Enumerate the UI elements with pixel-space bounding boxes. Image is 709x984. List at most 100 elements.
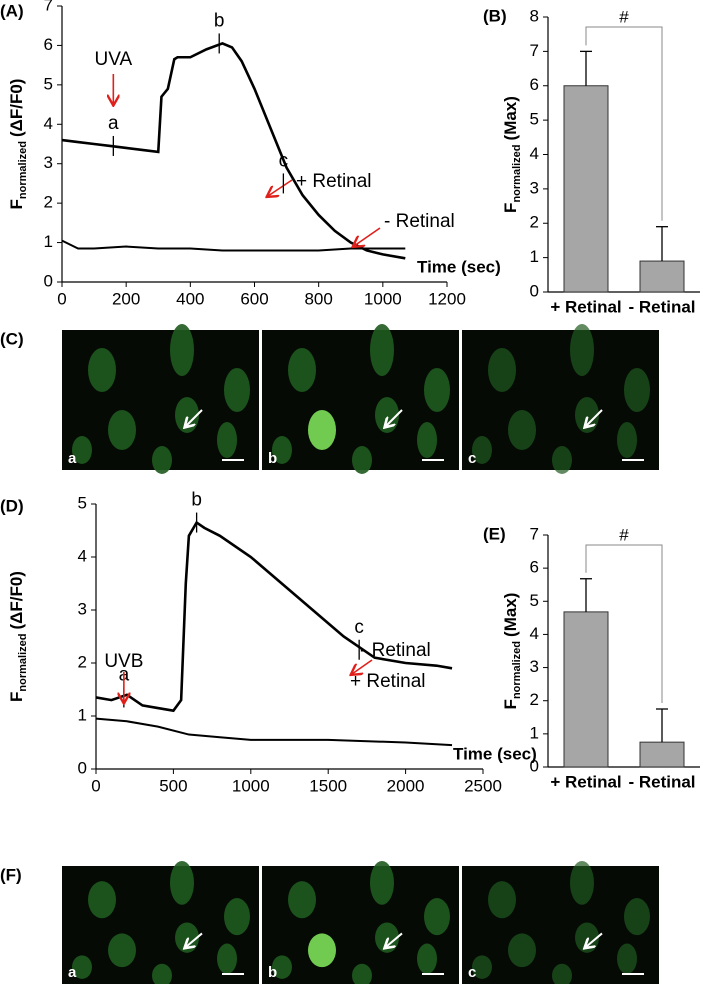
stimulus-label: UVB [104,651,143,672]
x-axis-label: Time (sec) [453,744,537,763]
y-tick-label: 3 [44,153,53,172]
y-axis-label-part: normalized [17,141,29,199]
cell [72,436,92,464]
y-tick-label: 8 [530,6,539,25]
y-axis-label-part: normalized [17,634,29,692]
panel-label: (F) [0,865,22,884]
data-line [95,520,453,713]
y-tick-label: 1 [530,247,539,266]
y-axis-label-part: F [501,203,520,213]
micrograph-label: a [68,964,77,981]
cell [175,397,199,433]
micrograph-label: b [268,964,277,981]
x-axis-label: Time (sec) [417,257,501,276]
cell [617,422,637,458]
series-label: - Retinal [384,211,455,232]
bar [563,611,609,768]
x-tick-label: - Retinal [628,297,695,316]
cell [352,446,372,474]
panel-label: (C) [0,329,24,348]
y-tick-label: 4 [78,546,87,565]
x-tick-label: 0 [91,776,100,795]
significance-bracket [585,544,663,703]
x-tick-label: 0 [57,289,66,308]
pointer-arrow [186,409,203,426]
y-tick-label: 2 [530,213,539,232]
micrograph-label: b [268,450,277,467]
series-label: + Retinal [296,171,372,192]
y-axis-label-part: normalized [511,144,523,202]
event-label: b [191,490,202,511]
cell [88,348,116,392]
bar [639,260,685,293]
event-label: c [279,150,289,171]
y-tick-label: 2 [78,652,87,671]
cell [375,397,399,433]
y-tick-label: 4 [530,144,539,163]
x-tick-label: 1500 [309,776,347,795]
cell [508,410,536,450]
series-label: + Retinal [350,671,426,692]
x-tick-label: 1200 [428,289,466,308]
data-line [61,42,406,260]
cell [224,898,250,936]
x-tick-label: 200 [112,289,140,308]
y-axis-label-part: F [501,699,520,709]
y-axis-label: Fnormalized (ΔF/F0) [7,79,28,210]
y-tick-label: 6 [44,35,53,54]
series-arrow [352,659,373,674]
y-tick-label: 0 [44,271,53,290]
cell [570,860,594,905]
micrograph-label: a [68,450,77,467]
significance-label: # [619,7,629,26]
y-tick-label: 7 [530,524,539,543]
micrograph: a [62,860,259,984]
cell [108,933,136,968]
panel-label: (E) [483,524,506,543]
cell [508,933,536,968]
cell [108,410,136,450]
y-tick-label: 5 [530,591,539,610]
pointer-arrow [386,932,403,946]
cell [488,348,516,392]
cell [424,898,450,936]
panel-label: (A) [0,1,24,20]
cell [417,422,437,458]
pointer-arrow [386,409,403,426]
cell [624,368,650,412]
cell [575,397,599,433]
y-tick-label: 4 [44,114,53,133]
series-arrow [354,227,381,246]
y-tick-label: 6 [530,75,539,94]
cell [170,860,194,905]
x-tick-label: 2500 [464,776,502,795]
y-axis-label-part: F [7,199,26,209]
cell [488,881,516,919]
micrograph: c [462,324,659,474]
y-tick-label: 5 [78,493,87,512]
micrograph: b [262,860,459,984]
cell [88,881,116,919]
cell [570,324,594,376]
y-tick-label: 3 [530,657,539,676]
y-axis-label-part: normalized [511,641,523,699]
event-label: a [108,113,119,134]
x-tick-label: 2000 [387,776,425,795]
y-axis-label-part: (Max) [501,96,520,140]
y-tick-label: 3 [530,178,539,197]
y-tick-label: 6 [530,558,539,577]
cell [375,922,399,953]
cell [72,955,92,979]
x-tick-label: 500 [159,776,187,795]
micrograph-label: c [468,964,476,981]
x-tick-label: 1000 [364,289,402,308]
y-tick-label: 0 [530,281,539,300]
cell [417,943,437,974]
cell [272,955,292,979]
y-tick-label: 7 [530,41,539,60]
cell [424,368,450,412]
y-axis-label-part: F [7,692,26,702]
cell [170,324,194,376]
significance-bracket [585,26,663,221]
y-axis-label-part: (ΔF/F0) [7,79,26,138]
